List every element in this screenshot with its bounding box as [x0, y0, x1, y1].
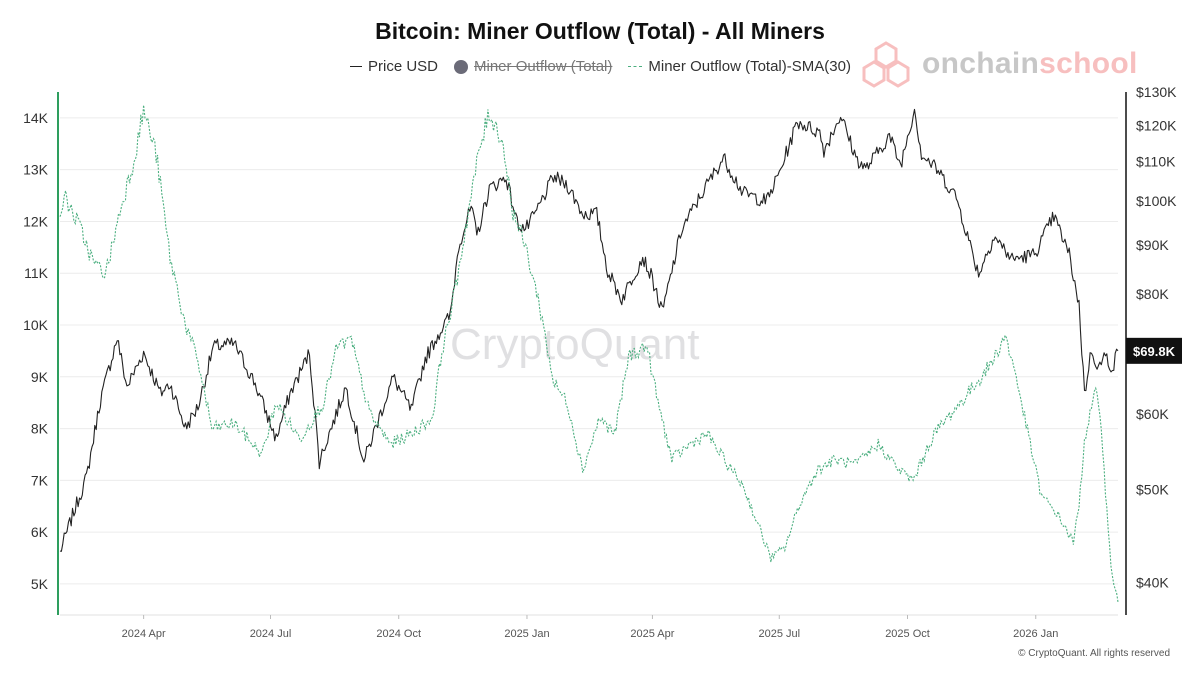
left-tick-label: 7K — [31, 472, 49, 488]
right-tick-label: $130K — [1136, 84, 1177, 100]
x-tick-label: 2024 Apr — [122, 628, 166, 640]
current-price-label: $69.8K — [1133, 344, 1176, 359]
x-tick-label: 2024 Oct — [376, 628, 421, 640]
left-tick-label: 12K — [23, 213, 49, 229]
current-price-badge — [1126, 337, 1182, 364]
copyright-text: © CryptoQuant. All rights reserved — [1018, 648, 1170, 659]
x-tick-label: 2025 Jul — [758, 628, 800, 640]
left-tick-label: 11K — [24, 265, 49, 281]
right-tick-label: $100K — [1136, 193, 1177, 209]
left-tick-label: 9K — [31, 369, 49, 385]
x-tick-label: 2025 Jan — [504, 628, 549, 640]
dashed-swatch-icon — [628, 66, 643, 67]
legend: Price USD Miner Outflow (Total) Miner Ou… — [350, 58, 851, 75]
x-tick-label: 2025 Oct — [885, 628, 930, 640]
right-tick-label: $80K — [1136, 286, 1169, 302]
left-tick-label: 6K — [31, 524, 49, 540]
left-tick-label: 14K — [23, 110, 49, 126]
legend-label-miner-outflow: Miner Outflow (Total) — [474, 58, 613, 75]
right-tick-label: $70K — [1136, 342, 1169, 358]
watermark: CryptoQuant — [450, 320, 700, 369]
x-tick-label: 2025 Apr — [630, 628, 674, 640]
brand-logo: onchainschool — [858, 40, 1138, 88]
left-tick-label: 10K — [23, 317, 49, 333]
x-tick-label: 2024 Jul — [250, 628, 292, 640]
legend-item-price[interactable]: Price USD — [350, 58, 438, 75]
legend-label-sma: Miner Outflow (Total)-SMA(30) — [648, 58, 851, 75]
right-tick-label: $110K — [1136, 154, 1176, 170]
dot-swatch-icon — [454, 59, 469, 74]
left-tick-label: 5K — [31, 576, 49, 592]
right-tick-label: $50K — [1136, 482, 1169, 498]
brand-name: onchainschool — [922, 47, 1138, 80]
right-tick-label: $120K — [1136, 117, 1177, 133]
line-swatch-icon — [350, 66, 362, 67]
left-tick-label: 8K — [31, 421, 49, 437]
right-tick-label: $60K — [1136, 406, 1169, 422]
legend-item-miner-outflow[interactable]: Miner Outflow (Total) — [454, 58, 612, 75]
hexagon-logo-icon — [862, 41, 910, 88]
chart-title: Bitcoin: Miner Outflow (Total) - All Min… — [375, 18, 825, 44]
x-tick-label: 2026 Jan — [1013, 628, 1058, 640]
legend-label-price: Price USD — [368, 58, 439, 75]
right-tick-label: $40K — [1136, 575, 1169, 591]
right-tick-label: $90K — [1136, 237, 1169, 253]
legend-item-sma[interactable]: Miner Outflow (Total)-SMA(30) — [628, 58, 851, 75]
left-tick-label: 13K — [23, 162, 49, 178]
